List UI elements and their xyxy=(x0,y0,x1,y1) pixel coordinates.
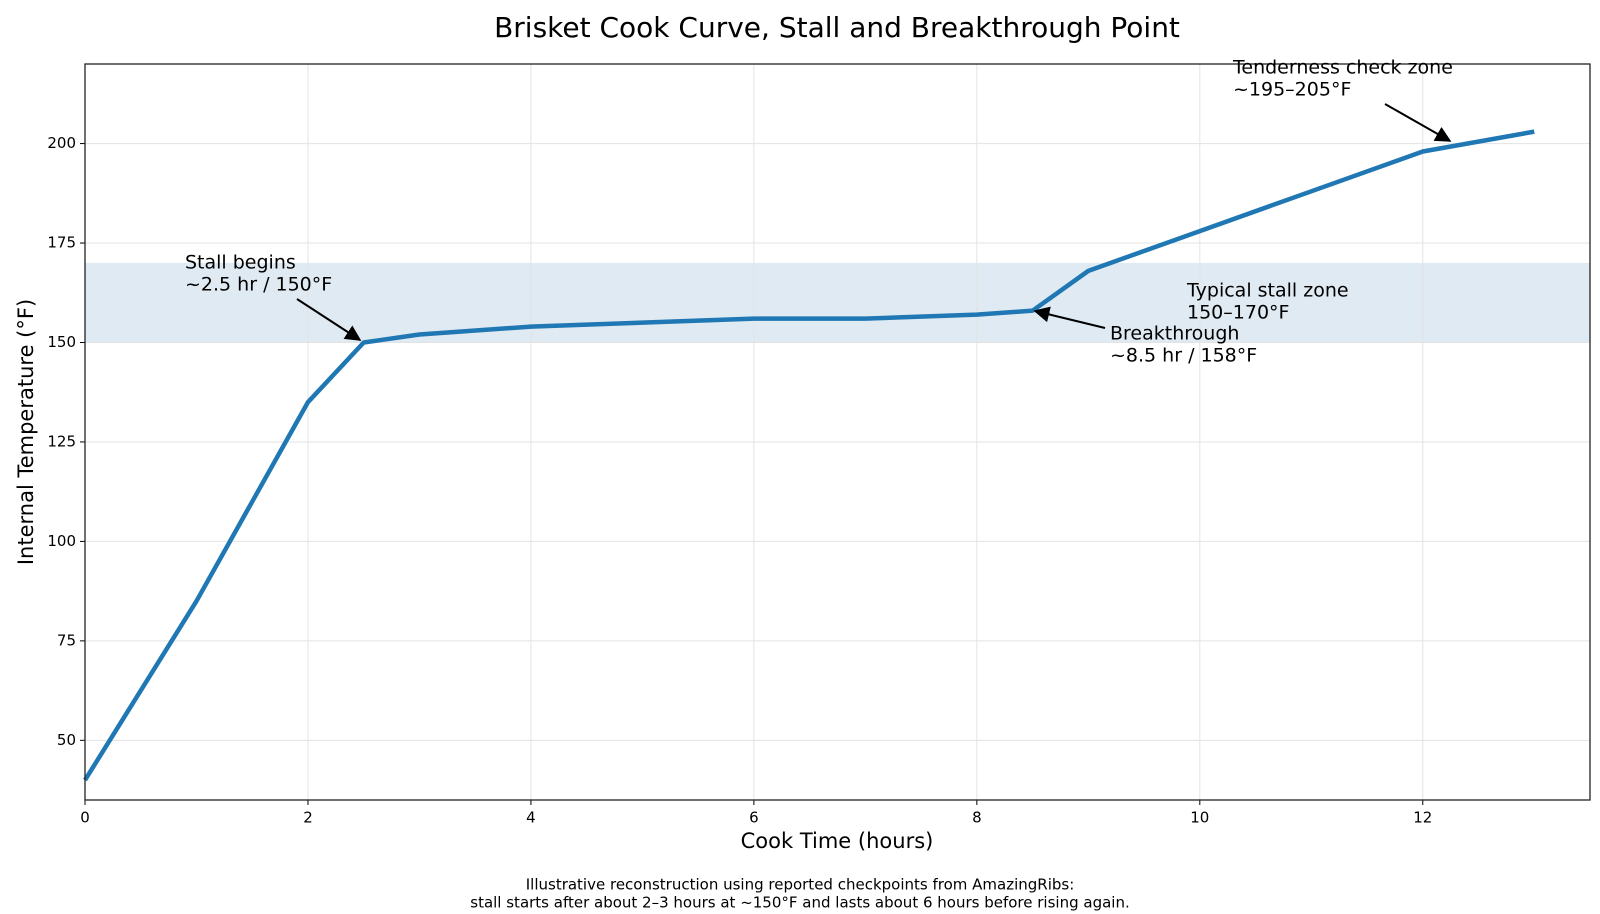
x-tick-label: 6 xyxy=(749,809,759,827)
x-tick-label: 2 xyxy=(303,809,313,827)
y-tick-label: 200 xyxy=(47,134,76,152)
y-tick-label: 175 xyxy=(47,234,76,252)
y-tick-label: 100 xyxy=(47,532,76,550)
annotation: ~2.5 hr / 150°F xyxy=(185,274,332,296)
annotation: ~195–205°F xyxy=(1233,79,1351,101)
plot-frame xyxy=(84,63,1591,801)
annotation: Breakthrough xyxy=(1110,323,1239,345)
band-label: 150–170°F xyxy=(1187,302,1289,324)
annotation-arrow xyxy=(1033,306,1106,329)
annotation: Stall begins xyxy=(185,252,296,274)
stall-band xyxy=(85,262,1590,343)
y-tick-label: 75 xyxy=(57,631,76,649)
x-tick-label: 10 xyxy=(1190,809,1209,827)
chart-title: Brisket Cook Curve, Stall and Breakthrou… xyxy=(494,11,1180,44)
annotation: Tenderness check zone xyxy=(1232,57,1453,79)
x-tick-label: 8 xyxy=(972,809,982,827)
y-tick-label: 125 xyxy=(47,432,76,450)
line xyxy=(83,129,1535,782)
x-tick-label: 4 xyxy=(526,809,536,827)
y-tick-label: 150 xyxy=(47,333,76,351)
annotation-arrow xyxy=(296,298,362,341)
footnote: stall starts after about 2–3 hours at ~1… xyxy=(470,894,1129,912)
annotation-arrow xyxy=(1384,103,1452,142)
x-tick-label: 12 xyxy=(1413,809,1432,827)
y-tick-label: 50 xyxy=(57,731,76,749)
y-axis-label: Internal Temperature (°F) xyxy=(14,299,38,565)
annotation: ~8.5 hr / 158°F xyxy=(1110,345,1257,367)
x-tick-label: 0 xyxy=(80,809,90,827)
footnote: Illustrative reconstruction using report… xyxy=(526,876,1075,894)
band-label: Typical stall zone xyxy=(1186,280,1349,302)
x-axis-label: Cook Time (hours) xyxy=(741,829,934,853)
